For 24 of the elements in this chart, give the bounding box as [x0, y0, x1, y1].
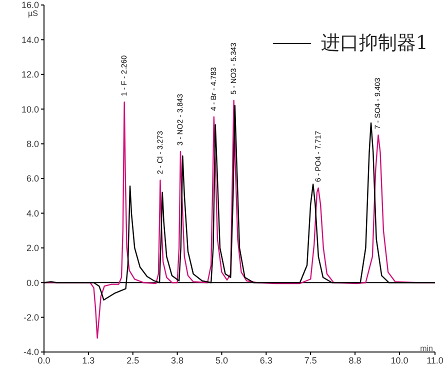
x-tick-label: 7.5	[304, 355, 317, 366]
y-tick-label: 0.0	[26, 278, 39, 288]
y-tick-label: 6.0	[26, 174, 39, 184]
x-tick-label: 0.0	[38, 355, 50, 366]
y-axis-title: µS	[28, 9, 38, 18]
legend-label: 进口抑制器1	[320, 31, 428, 56]
x-tick-label: 8.8	[348, 355, 362, 366]
y-tick-label: -4.0	[23, 347, 39, 358]
x-tick-label: 10.0	[390, 355, 408, 366]
y-tick-label: 2.0	[26, 243, 39, 254]
x-axis-title: min	[420, 344, 433, 353]
y-tick-label: 16.0	[21, 0, 39, 10]
y-tick-label: 14.0	[21, 34, 39, 45]
x-tick-label: 2.5	[126, 355, 140, 366]
y-tick-label: 8.0	[26, 138, 39, 149]
y-tick-label: 4.0	[26, 208, 39, 218]
x-tick-label: 11.0	[426, 355, 444, 366]
y-tick-label: 10.0	[21, 104, 39, 114]
x-tick-label: 6.3	[260, 355, 272, 366]
y-tick-label: -2.0	[23, 312, 39, 322]
x-tick-label: 3.8	[171, 355, 184, 366]
x-tick-label: 1.3	[82, 355, 95, 366]
y-tick-label: 12.0	[21, 70, 39, 80]
x-tick-label: 5.0	[215, 355, 228, 366]
